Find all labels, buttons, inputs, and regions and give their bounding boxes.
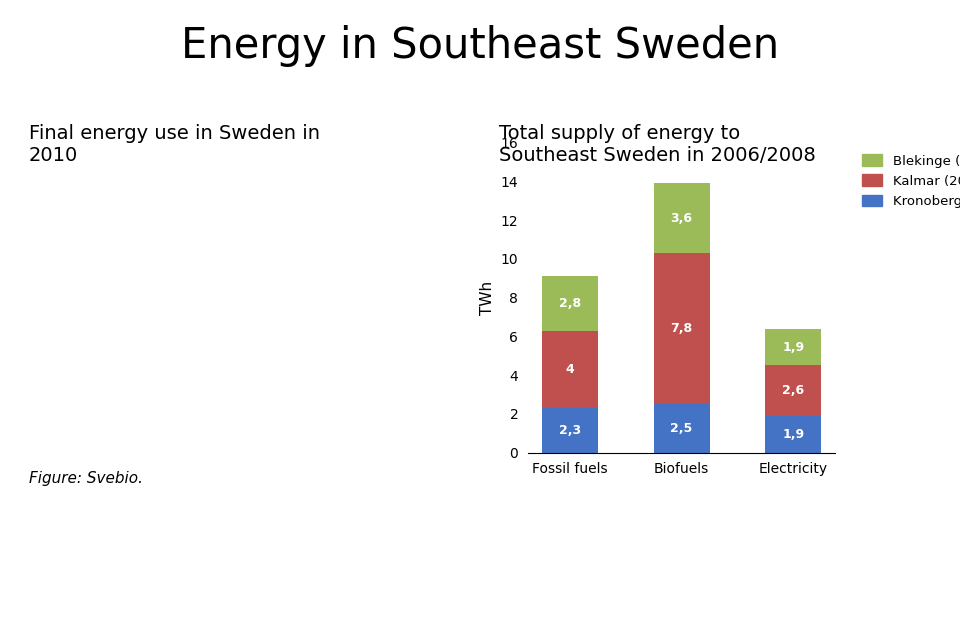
Text: 7,8: 7,8: [670, 322, 693, 335]
Bar: [765, 416, 821, 453]
Text: Energy in Southeast Sweden: Energy in Southeast Sweden: [180, 25, 780, 67]
Bar: [654, 404, 709, 453]
Text: Total supply of energy to
Southeast Sweden in 2006/2008: Total supply of energy to Southeast Swed…: [499, 124, 816, 165]
Text: Figure: Svebio.: Figure: Svebio.: [29, 471, 143, 486]
Text: Final energy use in Sweden in
2010: Final energy use in Sweden in 2010: [29, 124, 320, 165]
Bar: [542, 330, 598, 408]
Text: 3,6: 3,6: [671, 211, 692, 224]
Text: 2,6: 2,6: [782, 384, 804, 397]
Bar: [542, 277, 598, 330]
Legend: Blekinge (2006), Kalmar (2008), Kronoberg (2008): Blekinge (2006), Kalmar (2008), Kronober…: [857, 149, 960, 213]
Text: 2,8: 2,8: [559, 297, 581, 310]
Bar: [654, 184, 709, 253]
Text: 2,5: 2,5: [670, 422, 693, 435]
Bar: [765, 365, 821, 416]
Text: 1,9: 1,9: [782, 340, 804, 353]
Text: 2,3: 2,3: [559, 424, 581, 437]
Bar: [765, 329, 821, 365]
Bar: [654, 253, 709, 404]
Y-axis label: TWh: TWh: [480, 280, 495, 315]
Text: 4: 4: [565, 363, 574, 376]
Text: 1,9: 1,9: [782, 428, 804, 441]
Bar: [542, 408, 598, 453]
